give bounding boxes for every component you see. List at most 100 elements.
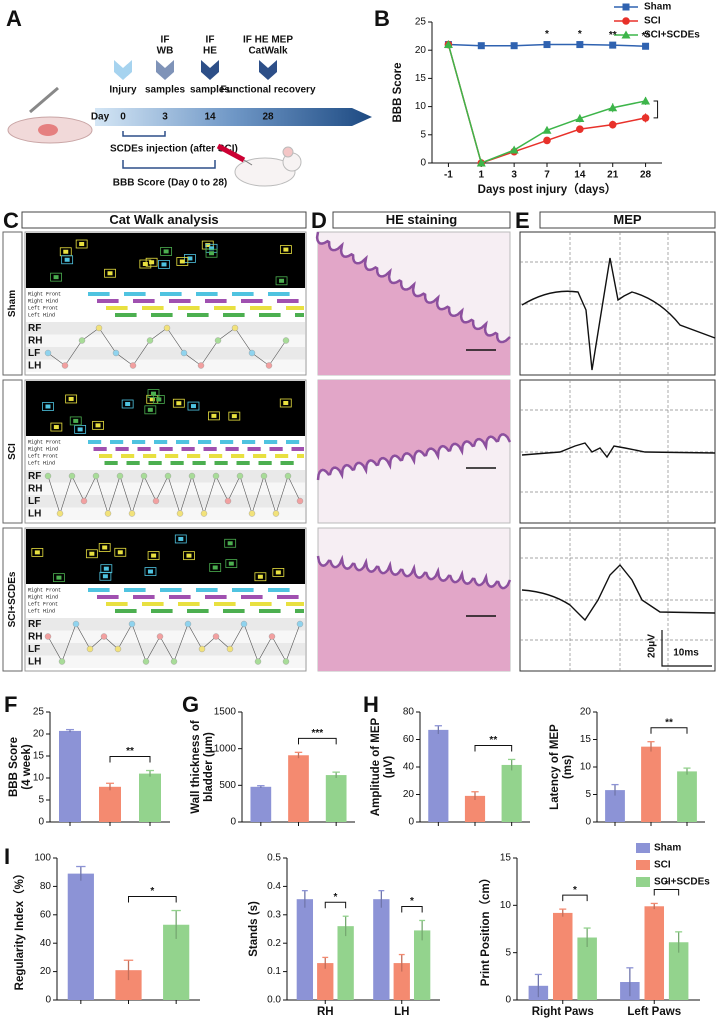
bar	[373, 899, 390, 1000]
step-dot	[226, 645, 234, 653]
stance-bar	[297, 454, 304, 458]
stance-bar	[115, 447, 129, 451]
panel-label: G	[182, 692, 199, 717]
paw-box	[224, 538, 237, 548]
step-dot	[248, 510, 256, 517]
step-dot	[95, 324, 103, 332]
significance: **	[665, 717, 673, 728]
step-dot	[240, 620, 248, 628]
header-box	[21, 211, 307, 229]
significance: *	[573, 885, 577, 896]
stance-bar	[280, 461, 294, 465]
y-axis-label: (ms)	[562, 755, 574, 779]
y-tick-label: 5	[38, 795, 44, 806]
paw-box	[74, 425, 87, 434]
stance-bar	[170, 461, 184, 465]
stance-bar	[178, 306, 200, 310]
stance-bar	[259, 313, 281, 317]
significance: *	[333, 892, 337, 903]
paw-lane	[26, 618, 305, 631]
legend-marker	[622, 17, 630, 25]
stance-bar	[151, 609, 173, 613]
step-dot	[72, 620, 80, 628]
paw-print	[163, 249, 169, 254]
stance-bar	[106, 306, 128, 310]
paw-box	[225, 559, 238, 569]
paw-print	[63, 249, 69, 254]
paw-lane	[26, 507, 305, 520]
paw-box	[275, 276, 288, 286]
panel-label: F	[4, 692, 17, 717]
significance-bracket	[562, 894, 588, 902]
paw-box	[75, 239, 88, 249]
bar	[99, 786, 121, 822]
paw-label: LH	[28, 657, 41, 668]
event-label: samples	[145, 85, 185, 96]
stance-bar	[196, 588, 218, 592]
stance-bar	[137, 447, 151, 451]
paw-box	[100, 564, 113, 574]
stance-bar	[259, 609, 281, 613]
significance: *	[150, 886, 154, 897]
step-dot	[248, 349, 256, 357]
group-label: SCI	[7, 443, 18, 460]
x-tick-label: 1	[479, 170, 485, 181]
paw-print	[205, 243, 211, 248]
significance-bracket	[653, 100, 659, 119]
paw-box	[121, 399, 134, 409]
day-tick: 28	[262, 112, 274, 123]
significance: ***	[311, 728, 323, 739]
bar	[428, 729, 449, 822]
x-axis-label: Days post injury（days）	[478, 182, 617, 196]
paw-print	[227, 541, 233, 546]
marker	[641, 114, 650, 122]
marker	[642, 42, 650, 50]
stance-bar	[99, 454, 113, 458]
legend-label: SCI	[644, 16, 661, 27]
bracket	[122, 131, 166, 137]
catwalk-image	[26, 381, 305, 436]
bar	[393, 963, 410, 1000]
step-dot	[212, 472, 220, 480]
y-tick-label: 1000	[214, 743, 237, 754]
stance-bar	[295, 609, 304, 613]
legend-label: SCI+SCDEs	[644, 30, 700, 41]
step-dot	[128, 510, 136, 517]
paw-label: RF	[28, 619, 41, 630]
paw-box	[114, 547, 127, 557]
series-line	[447, 44, 646, 165]
step-dot	[116, 472, 124, 480]
paw-print	[107, 271, 113, 276]
stage-label: HE	[203, 46, 217, 57]
paw-label: RF	[28, 323, 41, 334]
stance-bar	[142, 602, 164, 606]
lane-label: Left Hind	[28, 312, 55, 318]
paw-lane	[26, 655, 305, 668]
series-line	[447, 44, 646, 164]
catwalk-image	[26, 529, 305, 584]
bar	[552, 912, 573, 1000]
step-dot	[282, 337, 290, 344]
lane-label: Left Front	[28, 453, 58, 459]
step-dot	[104, 510, 112, 517]
paw-box	[187, 401, 200, 411]
stance-bar	[209, 454, 223, 458]
mep-trace	[521, 442, 716, 459]
legend-swatch	[636, 877, 650, 887]
paw-box	[184, 254, 196, 263]
syringe	[216, 143, 246, 163]
x-tick-label: Left Paws	[627, 1006, 681, 1018]
paw-box	[98, 543, 111, 552]
paw-print	[186, 553, 192, 558]
significance-bracket	[128, 896, 177, 903]
y-tick-label: 15	[580, 734, 592, 745]
step-dot	[231, 324, 239, 332]
step-dot	[44, 633, 52, 640]
paw-box	[61, 255, 74, 265]
y-axis-label: BBB Score	[392, 62, 404, 122]
stance-bar	[291, 447, 304, 451]
lane-label: Left Front	[28, 601, 58, 607]
bar	[139, 773, 161, 822]
step-dot	[142, 658, 150, 665]
